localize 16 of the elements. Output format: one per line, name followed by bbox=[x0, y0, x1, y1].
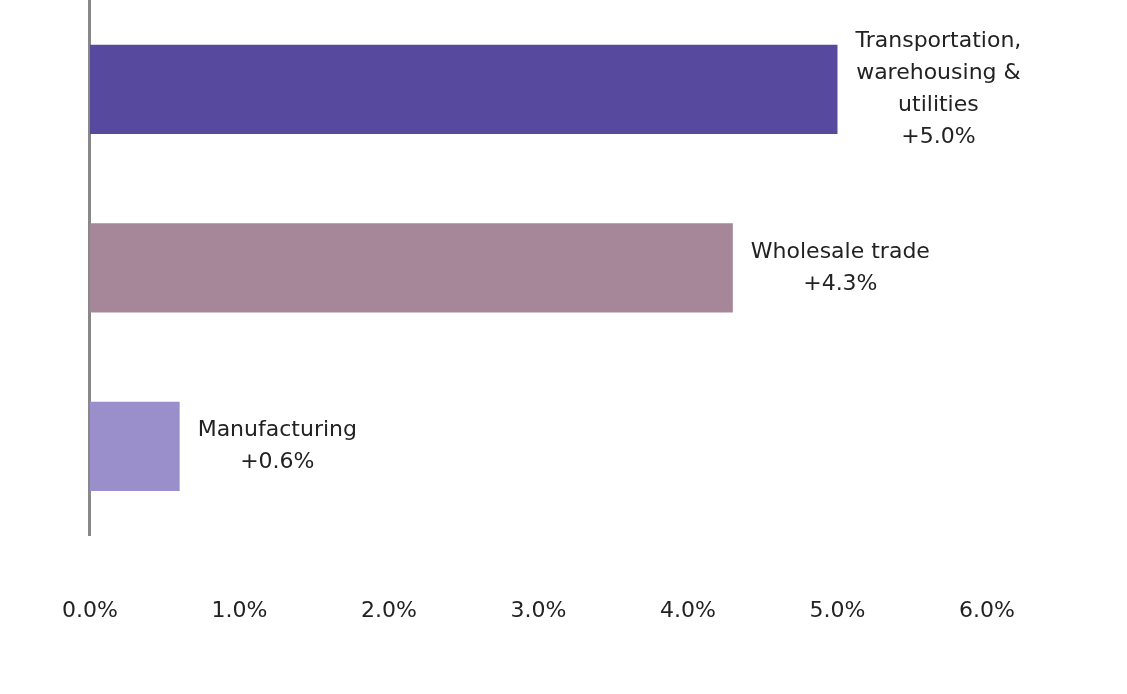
x-tick-label: 4.0% bbox=[660, 596, 716, 622]
bar bbox=[89, 44, 838, 134]
x-tick-label: 1.0% bbox=[211, 596, 268, 622]
data-label: +4.3% bbox=[803, 269, 878, 295]
x-tick-label: 5.0% bbox=[809, 596, 866, 622]
data-label: +5.0% bbox=[901, 122, 976, 148]
y-tick-label: Transportation, warehousing & utilities bbox=[854, 26, 1022, 116]
x-tick-label: 0.0% bbox=[61, 596, 118, 622]
y-tick-label: Wholesale trade bbox=[750, 237, 930, 263]
x-tick-label: 3.0% bbox=[510, 596, 567, 622]
y-tick-label: Manufacturing bbox=[197, 416, 357, 442]
bar bbox=[89, 401, 180, 491]
x-tick-label: 6.0% bbox=[959, 596, 1015, 622]
bar bbox=[89, 223, 733, 313]
x-tick-label: 2.0% bbox=[361, 596, 417, 622]
data-label: +0.6% bbox=[240, 448, 315, 474]
